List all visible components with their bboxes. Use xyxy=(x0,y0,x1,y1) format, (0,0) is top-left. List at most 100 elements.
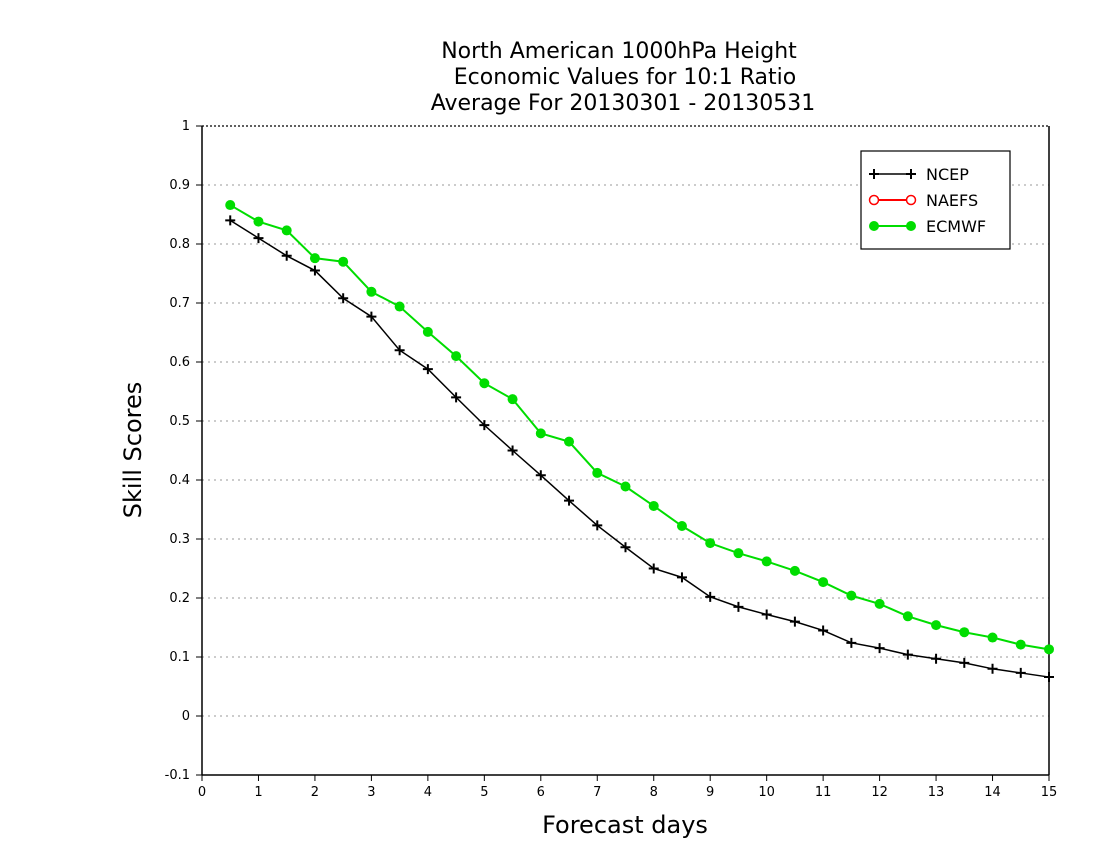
data-point-ncep xyxy=(959,657,970,668)
grid xyxy=(202,184,1049,717)
x-tick-label: 14 xyxy=(984,785,1001,800)
data-point-ncep xyxy=(1044,672,1054,683)
data-point-ncep xyxy=(648,563,659,574)
x-tick-label: 5 xyxy=(480,785,488,800)
x-tick-label: 13 xyxy=(928,785,945,800)
data-point-ecmwf xyxy=(535,428,546,439)
data-point-ncep xyxy=(338,293,349,304)
series-line-ncep xyxy=(229,219,1050,678)
data-point-ecmwf xyxy=(959,627,970,638)
data-point-ecmwf xyxy=(253,216,264,227)
legend: NCEP NAEFS ECMWF xyxy=(860,150,1011,250)
data-point-ncep xyxy=(592,520,603,531)
x-tick-label: 6 xyxy=(537,785,545,800)
data-point-ecmwf xyxy=(564,436,575,447)
y-tick-label: 0.3 xyxy=(169,532,190,547)
data-point-ncep xyxy=(987,663,998,674)
y-tick-label: 1 xyxy=(182,119,190,134)
x-tick-label: 0 xyxy=(198,785,206,800)
data-point-ecmwf xyxy=(648,500,659,511)
x-tick-label: 12 xyxy=(871,785,888,800)
data-point-ecmwf xyxy=(592,467,603,478)
legend-item-naefs: NAEFS xyxy=(868,191,978,210)
data-point-ncep xyxy=(733,601,744,612)
legend-marker-ncep xyxy=(869,169,879,179)
axes xyxy=(196,125,1050,781)
data-point-ecmwf xyxy=(309,253,320,264)
x-tick-label: 8 xyxy=(650,785,658,800)
chart-title-line-2: Economic Values for 10:1 Ratio xyxy=(454,65,796,90)
data-point-ncep xyxy=(535,470,546,481)
y-tick-label: 0.6 xyxy=(169,355,190,370)
y-tick-label: 0.2 xyxy=(169,591,190,606)
y-tick-label: -0.1 xyxy=(165,768,190,783)
y-tick-label: 0 xyxy=(182,709,190,724)
data-point-ncep xyxy=(253,233,264,244)
data-point-ecmwf xyxy=(507,394,518,405)
data-point-ecmwf xyxy=(338,256,349,267)
data-point-ecmwf xyxy=(846,590,857,601)
data-point-ecmwf xyxy=(818,577,829,588)
y-tick-label: 0.1 xyxy=(169,650,190,665)
x-tick-label: 3 xyxy=(367,785,375,800)
data-point-ncep xyxy=(309,265,320,276)
tick-labels: -0.100.10.20.30.40.50.60.70.80.910 1 2 3 4 5 6… xyxy=(165,119,1058,800)
y-tick-label: 0.5 xyxy=(169,414,190,429)
data-point-ecmwf xyxy=(394,301,405,312)
legend-marker-ecmwf xyxy=(869,221,879,231)
x-tick-label: 4 xyxy=(424,785,432,800)
data-point-ecmwf xyxy=(281,225,292,236)
x-tick-label: 15 xyxy=(1041,785,1058,800)
data-point-ecmwf xyxy=(705,538,716,549)
data-point-ncep xyxy=(761,609,772,620)
y-tick-label: 0.7 xyxy=(169,296,190,311)
series xyxy=(225,200,1054,683)
chart-title-line-3: Average For 20130301 - 20130531 xyxy=(431,91,816,116)
x-tick-label: 10 xyxy=(758,785,775,800)
data-point-ecmwf xyxy=(1015,639,1026,650)
data-point-ecmwf xyxy=(422,326,433,337)
data-point-ncep xyxy=(507,445,518,456)
data-point-ecmwf xyxy=(676,521,687,532)
data-point-ecmwf xyxy=(225,200,236,211)
series-line-ecmwf xyxy=(229,204,1050,651)
data-point-ecmwf xyxy=(479,378,490,389)
data-point-ecmwf xyxy=(451,351,462,362)
data-point-ecmwf xyxy=(366,286,377,297)
data-point-ecmwf xyxy=(987,632,998,643)
y-tick-label: 0.9 xyxy=(169,178,190,193)
data-point-ncep xyxy=(451,392,462,403)
legend-item-ecmwf: ECMWF xyxy=(869,217,986,236)
data-point-ncep xyxy=(366,311,377,322)
x-tick-label: 2 xyxy=(311,785,319,800)
data-point-ncep xyxy=(281,250,292,261)
data-point-ncep xyxy=(479,420,490,431)
x-tick-label: 9 xyxy=(706,785,714,800)
data-point-ecmwf xyxy=(902,611,913,622)
legend-label-ncep: NCEP xyxy=(926,165,969,184)
y-tick-label: 0.4 xyxy=(169,473,190,488)
data-point-ncep xyxy=(789,616,800,627)
data-point-ncep xyxy=(705,591,716,602)
data-point-ecmwf xyxy=(789,565,800,576)
x-tick-label: 11 xyxy=(815,785,832,800)
data-point-ncep xyxy=(620,542,631,553)
data-point-ecmwf xyxy=(761,556,772,567)
data-point-ncep xyxy=(394,345,405,356)
legend-marker-ecmwf xyxy=(906,221,916,231)
data-point-ecmwf xyxy=(620,481,631,492)
data-point-ncep xyxy=(902,649,913,660)
x-tick-label: 1 xyxy=(254,785,262,800)
chart-title-line-1: North American 1000hPa Height xyxy=(441,39,797,64)
chart-title: North American 1000hPa Height Economic V… xyxy=(431,39,816,116)
data-point-ecmwf xyxy=(931,620,942,631)
data-point-ncep xyxy=(874,643,885,654)
data-point-ncep xyxy=(564,495,575,506)
legend-label-ecmwf: ECMWF xyxy=(926,217,986,236)
legend-marker-ncep xyxy=(906,169,916,179)
data-point-ncep xyxy=(931,653,942,664)
x-axis-label: Forecast days xyxy=(542,811,708,839)
data-point-ecmwf xyxy=(1044,644,1054,655)
data-point-ncep xyxy=(422,364,433,375)
